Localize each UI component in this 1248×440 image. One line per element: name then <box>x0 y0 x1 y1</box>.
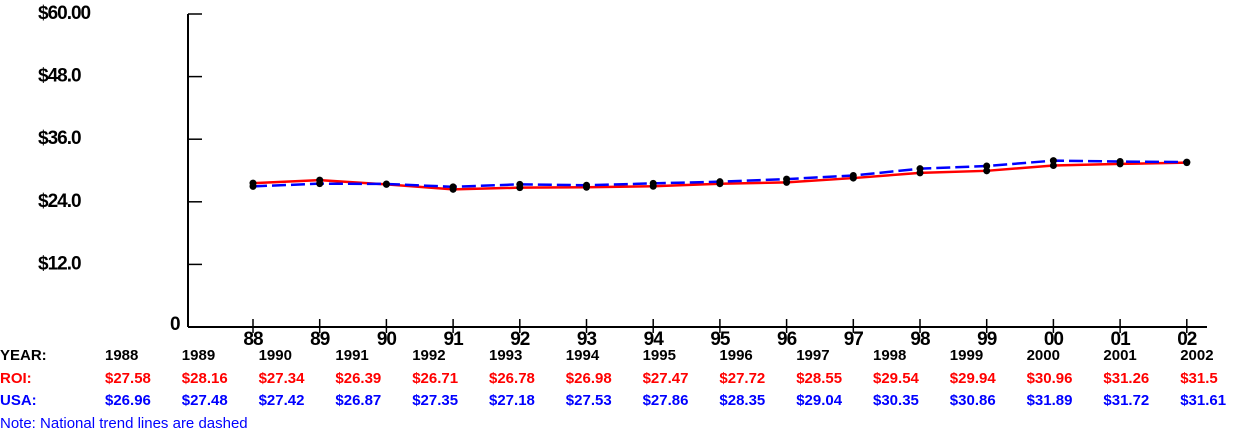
point <box>649 179 657 187</box>
table-header: YEAR: <box>0 347 47 364</box>
table-year: 1988 <box>105 347 138 364</box>
point <box>1183 158 1191 166</box>
x-tick-label: 00 <box>1044 329 1064 350</box>
table-value: $27.47 <box>643 370 689 387</box>
point <box>382 180 390 188</box>
table-year: 1994 <box>566 347 600 364</box>
table-row-header: USA: <box>0 392 37 409</box>
x-tick-label: 90 <box>377 329 397 350</box>
table-value: $31.72 <box>1103 392 1149 409</box>
table-value: $28.16 <box>182 370 228 387</box>
x-tick-label: 97 <box>844 329 864 350</box>
table-value: $27.72 <box>719 370 765 387</box>
table-value: $31.89 <box>1027 392 1073 409</box>
point <box>849 172 857 180</box>
table-value: $26.78 <box>489 370 535 387</box>
table-year: 2000 <box>1027 347 1060 364</box>
point <box>1049 161 1057 169</box>
table-year: 1993 <box>489 347 522 364</box>
table-year: 1996 <box>719 347 752 364</box>
x-tick-label: 88 <box>243 329 263 350</box>
table-value: $26.87 <box>335 392 381 409</box>
table-value: $27.35 <box>412 392 458 409</box>
point <box>983 162 991 170</box>
table-year: 1998 <box>873 347 906 364</box>
x-tick-label: 98 <box>910 329 930 350</box>
y-tick-label: $60.00 <box>38 3 91 24</box>
table-year: 1999 <box>950 347 983 364</box>
table-value: $26.39 <box>335 370 381 387</box>
table-year: 1992 <box>412 347 445 364</box>
table-value: $26.96 <box>105 392 151 409</box>
x-tick-label: 02 <box>1177 329 1197 350</box>
table-value: $30.86 <box>950 392 996 409</box>
table-value: $28.35 <box>719 392 765 409</box>
y-tick-label: 0 <box>170 314 180 335</box>
x-tick-label: 91 <box>444 329 465 350</box>
x-tick-label: 01 <box>1111 329 1132 350</box>
table-row-header: ROI: <box>0 370 32 387</box>
x-tick-label: 96 <box>777 329 797 350</box>
table-value: $26.71 <box>412 370 458 387</box>
point <box>916 165 924 173</box>
point <box>316 180 324 188</box>
table-value: $26.98 <box>566 370 612 387</box>
table-year: 1995 <box>643 347 676 364</box>
table-year: 2001 <box>1103 347 1136 364</box>
table-value: $29.94 <box>950 370 997 387</box>
table-value: $27.86 <box>643 392 689 409</box>
table-value: $27.53 <box>566 392 612 409</box>
table-year: 1997 <box>796 347 829 364</box>
point <box>783 175 791 183</box>
table-value: $27.18 <box>489 392 535 409</box>
table-value: $27.42 <box>259 392 305 409</box>
x-tick-label: 92 <box>510 329 530 350</box>
point <box>983 167 991 175</box>
x-tick-label: 95 <box>710 329 731 350</box>
table-value: $29.04 <box>796 392 843 409</box>
y-tick-label: $36.0 <box>38 128 81 149</box>
table-year: 2002 <box>1180 347 1213 364</box>
table-value: $31.26 <box>1103 370 1149 387</box>
table-value: $27.58 <box>105 370 151 387</box>
point <box>1116 158 1124 166</box>
point <box>249 182 257 190</box>
table-year: 1990 <box>259 347 292 364</box>
table-value: $27.48 <box>182 392 228 409</box>
point <box>516 180 524 188</box>
table-value: $31.61 <box>1180 392 1226 409</box>
x-tick-label: 99 <box>977 329 997 350</box>
note: Note: National trend lines are dashed <box>0 415 248 432</box>
table-year: 1989 <box>182 347 215 364</box>
y-tick-label: $48.0 <box>38 66 81 87</box>
table-value: $28.55 <box>796 370 842 387</box>
y-tick-label: $24.0 <box>38 191 81 212</box>
x-tick-label: 93 <box>577 329 597 350</box>
point <box>1049 157 1057 165</box>
x-tick-label: 94 <box>644 329 665 350</box>
table-value: $30.35 <box>873 392 919 409</box>
table-value: $27.34 <box>259 370 306 387</box>
table-value: $29.54 <box>873 370 920 387</box>
y-tick-label: $12.0 <box>38 253 81 274</box>
table-value: $30.96 <box>1027 370 1073 387</box>
point <box>583 181 590 189</box>
x-tick-label: 89 <box>310 329 330 350</box>
table-year: 1991 <box>335 347 368 364</box>
point <box>716 178 724 186</box>
table-value: $31.5 <box>1180 370 1218 387</box>
point <box>449 183 457 191</box>
